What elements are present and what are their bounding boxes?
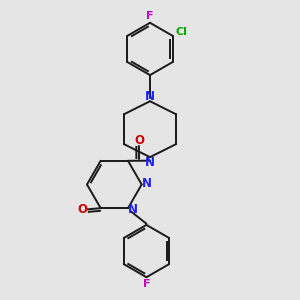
Text: O: O (134, 134, 144, 147)
Text: N: N (128, 203, 138, 216)
Text: N: N (145, 91, 155, 103)
Text: N: N (145, 156, 155, 169)
Text: N: N (142, 177, 152, 190)
Text: O: O (77, 203, 87, 216)
Text: Cl: Cl (175, 27, 187, 37)
Text: F: F (146, 11, 154, 21)
Text: F: F (143, 279, 150, 289)
